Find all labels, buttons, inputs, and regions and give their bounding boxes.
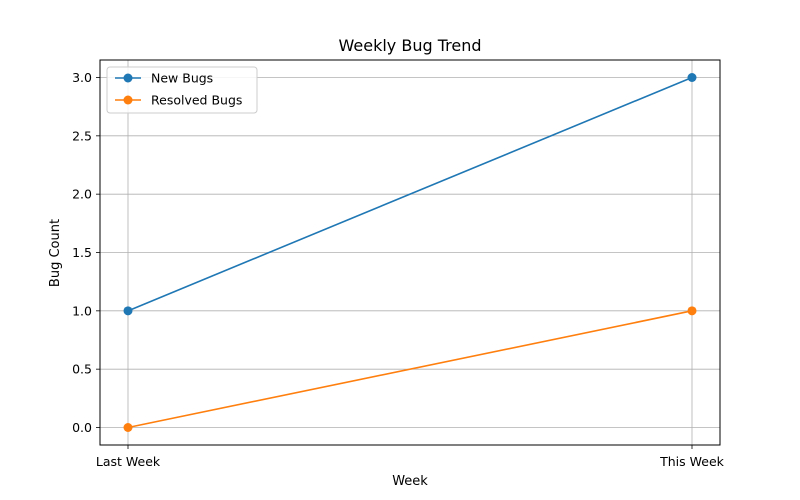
series-layer bbox=[123, 73, 697, 432]
x-tick-label: This Week bbox=[659, 454, 725, 469]
y-tick-label: 0.5 bbox=[72, 362, 92, 377]
data-point-resolved-bugs bbox=[123, 423, 133, 432]
grid bbox=[100, 60, 720, 445]
legend-label-new-bugs: New Bugs bbox=[151, 71, 213, 86]
x-tick-label: Last Week bbox=[96, 454, 161, 469]
legend-marker-new-bugs bbox=[123, 73, 133, 83]
y-tick-label: 2.5 bbox=[72, 128, 92, 143]
y-tick-label: 0.0 bbox=[72, 420, 92, 435]
legend: New Bugs Resolved Bugs bbox=[106, 66, 258, 114]
series-line-new-bugs bbox=[127, 76, 693, 312]
data-point-new-bugs bbox=[687, 73, 697, 82]
x-axis-label: Week bbox=[392, 474, 428, 489]
legend-box bbox=[106, 66, 258, 114]
series-line-resolved-bugs bbox=[127, 310, 693, 429]
chart-title: Weekly Bug Trend bbox=[339, 36, 482, 55]
legend-marker-resolved-bugs bbox=[123, 95, 133, 105]
y-tick-label: 1.5 bbox=[72, 245, 92, 260]
data-point-resolved-bugs bbox=[687, 306, 697, 316]
y-tick-label: 2.0 bbox=[72, 187, 92, 202]
legend-label-resolved-bugs: Resolved Bugs bbox=[151, 93, 242, 108]
data-point-new-bugs bbox=[123, 306, 133, 316]
y-tick-label: 3.0 bbox=[72, 70, 92, 85]
y-axis-label: Bug Count bbox=[48, 219, 63, 287]
y-tick-label: 1.0 bbox=[72, 303, 92, 318]
axes: 0.0 0.5 1.0 1.5 2.0 2.5 3.0 Last Week This Week bbox=[72, 70, 725, 469]
